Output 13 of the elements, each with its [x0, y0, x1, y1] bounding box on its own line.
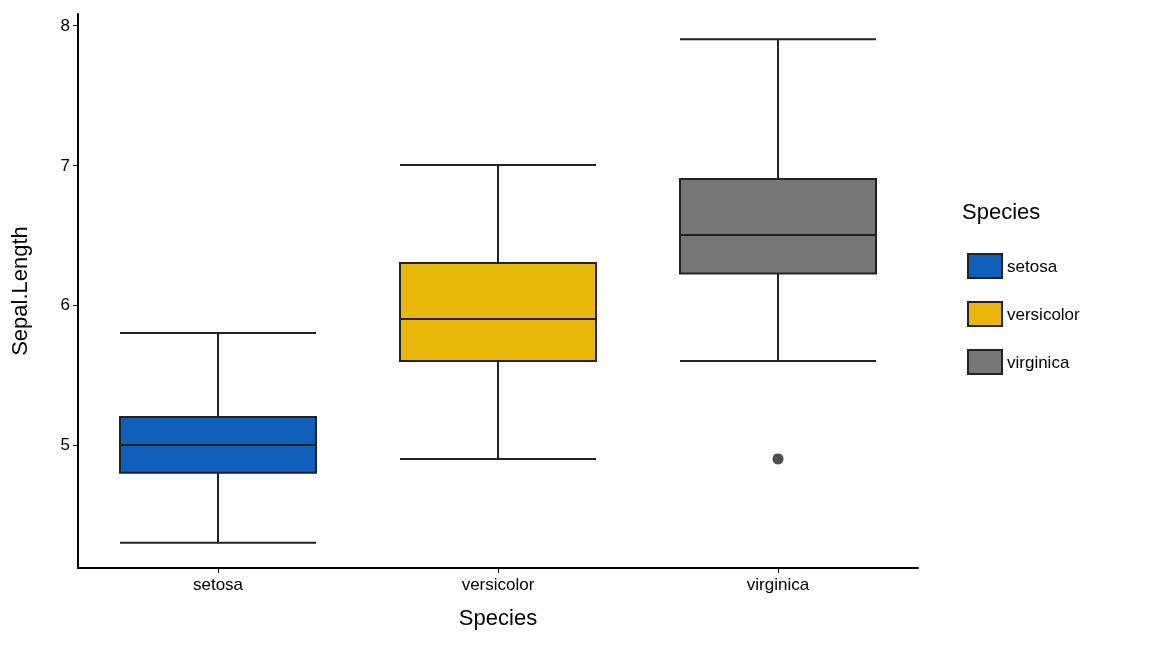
y-tick-label: 8 [60, 15, 70, 35]
x-tick-label: setosa [192, 575, 244, 594]
y-tick-label: 6 [60, 295, 70, 315]
x-axis-title: Species [458, 604, 538, 630]
y-tick-label: 7 [60, 155, 70, 175]
x-tick-label: versicolor [461, 575, 535, 594]
y-axis-title: Sepal.Length [6, 226, 32, 356]
legend-title: Species [962, 198, 1041, 224]
y-tick-label: 5 [60, 435, 70, 455]
x-tick-label: virginica [746, 575, 810, 594]
legend-label: versicolor [1007, 304, 1081, 324]
legend-label: virginica [1007, 352, 1070, 372]
legend-label: setosa [1007, 256, 1058, 276]
